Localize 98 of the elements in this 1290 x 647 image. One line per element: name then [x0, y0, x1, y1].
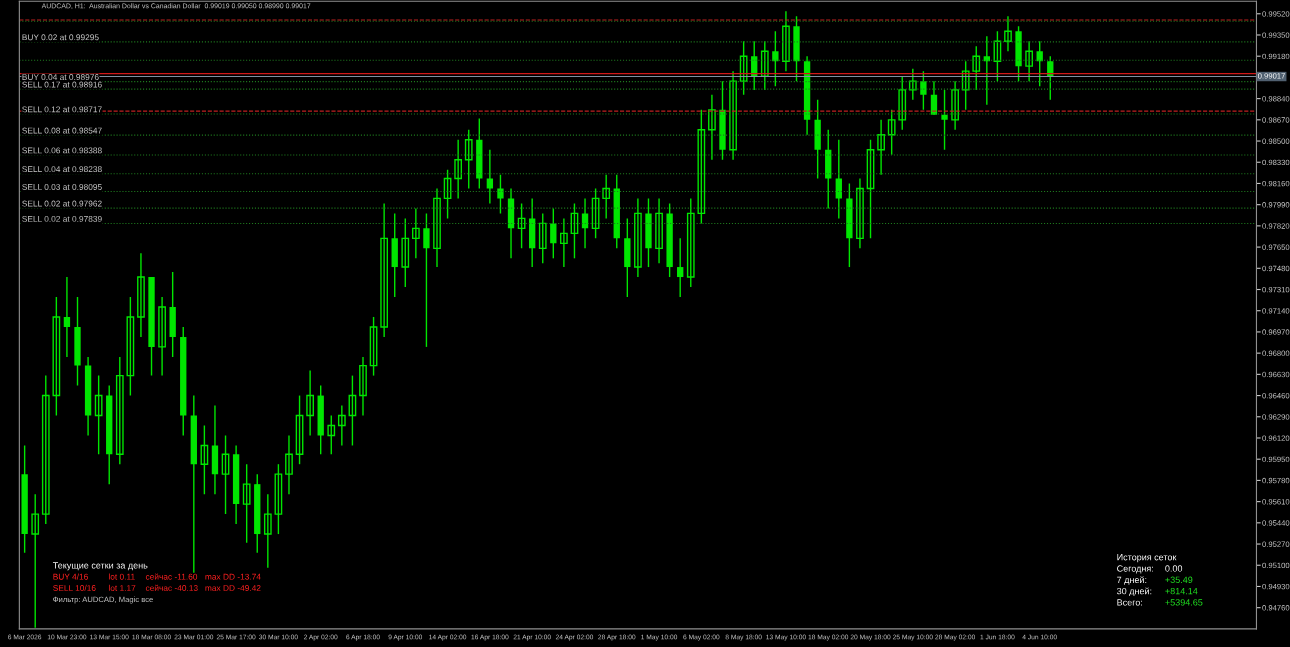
candlestick — [148, 276, 155, 377]
candlestick — [898, 75, 907, 131]
candlestick — [221, 434, 230, 515]
candlestick — [158, 296, 166, 377]
candlestick — [464, 129, 473, 190]
candlestick — [697, 109, 706, 225]
candlestick — [560, 217, 568, 268]
candlestick — [348, 374, 357, 447]
candlestick — [793, 15, 800, 82]
candlestick — [729, 70, 737, 161]
candlestick — [814, 99, 821, 180]
annotation: BUY 4/16 — [53, 573, 88, 580]
candlestick — [961, 60, 970, 111]
candlestick — [972, 45, 981, 91]
candlestick — [856, 177, 864, 250]
ref-line-label: SELL 0.08 at 0.98547 — [22, 127, 102, 134]
candlestick — [951, 80, 959, 131]
annotation: 7 дней: — [1117, 576, 1147, 585]
candlestick — [285, 434, 293, 495]
ref-line-label: BUY 0.02 at 0.99295 — [22, 34, 99, 41]
ref-line-label: SELL 0.06 at 0.98388 — [22, 147, 102, 154]
candlestick — [941, 89, 948, 151]
candlestick — [137, 252, 145, 338]
candlestick — [1025, 40, 1033, 82]
annotation: +35.49 — [1165, 576, 1193, 583]
candlestick — [602, 174, 611, 220]
candlestick — [877, 119, 885, 176]
ref-line-label: BUY 0.04 at 0.98976 — [22, 74, 99, 80]
candlestick — [624, 217, 631, 298]
candlestick — [306, 369, 314, 437]
candlestick — [920, 70, 927, 111]
candlestick — [760, 40, 769, 91]
candlestick — [739, 40, 748, 96]
candlestick — [263, 493, 272, 569]
candlestick — [686, 197, 695, 288]
candlestick — [21, 444, 28, 554]
candlestick — [655, 197, 663, 265]
annotation: сейчас -40.13 — [145, 584, 198, 591]
candlestick — [538, 212, 547, 265]
candlestick — [115, 356, 124, 465]
ref-line-label: SELL 0.02 at 0.97839 — [22, 215, 102, 222]
annotation: max DD -13.74 — [205, 573, 261, 580]
candlestick — [666, 202, 673, 278]
annotation: Сегодня: — [1117, 565, 1153, 574]
annotation: max DD -49.42 — [205, 585, 261, 591]
ref-line-label: SELL 0.03 at 0.98095 — [22, 184, 102, 190]
candlestick — [1004, 15, 1012, 52]
candlestick — [887, 109, 896, 156]
annotation: lot 1.17 — [108, 584, 136, 591]
candlestick — [846, 182, 853, 268]
annotation: История сеток — [1117, 554, 1177, 563]
candlestick — [41, 374, 50, 525]
candlestick — [708, 94, 716, 161]
candlestick — [327, 414, 336, 455]
candlestick — [94, 374, 103, 455]
candlestick — [242, 463, 251, 544]
candlestick — [423, 212, 430, 348]
annotation: сейчас -11.60 — [145, 573, 198, 580]
ref-line-label: SELL 0.12 at 0.98717 — [22, 106, 102, 113]
candlestick — [359, 356, 367, 417]
annotation: +5394.65 — [1165, 599, 1203, 606]
candlestick — [433, 187, 441, 268]
candlestick — [454, 139, 463, 200]
candlestick — [993, 30, 1002, 82]
candlestick — [369, 316, 378, 377]
annotation: 30 дней: — [1117, 587, 1152, 597]
candlestick — [169, 271, 176, 358]
candlestick — [443, 169, 452, 220]
candlestick — [866, 139, 875, 240]
candlestick — [591, 187, 600, 240]
ref-line-label: SELL 0.02 at 0.97962 — [22, 200, 102, 207]
candlestick — [634, 197, 642, 278]
annotation: +814.14 — [1165, 587, 1198, 595]
candlestick — [908, 67, 917, 101]
candlestick — [337, 404, 346, 447]
candlestick — [380, 202, 389, 338]
annotation: Всего: — [1117, 599, 1143, 606]
candlestick — [274, 463, 283, 535]
ref-line-label: SELL 0.17 at 0.98916 — [22, 81, 102, 88]
candlestick — [31, 493, 40, 629]
candlestick — [126, 296, 135, 397]
ref-line-label: SELL 0.04 at 0.98238 — [22, 166, 102, 173]
candlestick — [570, 202, 579, 260]
candlestick — [401, 217, 410, 288]
annotation: Текущие сетки за день — [52, 562, 148, 571]
annotation: lot 0.11 — [108, 573, 135, 580]
candlestick — [295, 394, 304, 465]
candlestick — [497, 174, 504, 215]
candlestick — [52, 296, 61, 417]
candlestick — [200, 424, 209, 495]
candlestick — [782, 10, 790, 72]
candlestick — [74, 296, 81, 387]
annotation: SELL 10/16 — [53, 584, 96, 591]
candlestick — [411, 207, 420, 260]
candlestick — [645, 197, 652, 268]
candlestick — [517, 202, 526, 250]
candlestick — [1015, 25, 1022, 82]
annotation: 0.00 — [1165, 565, 1183, 572]
